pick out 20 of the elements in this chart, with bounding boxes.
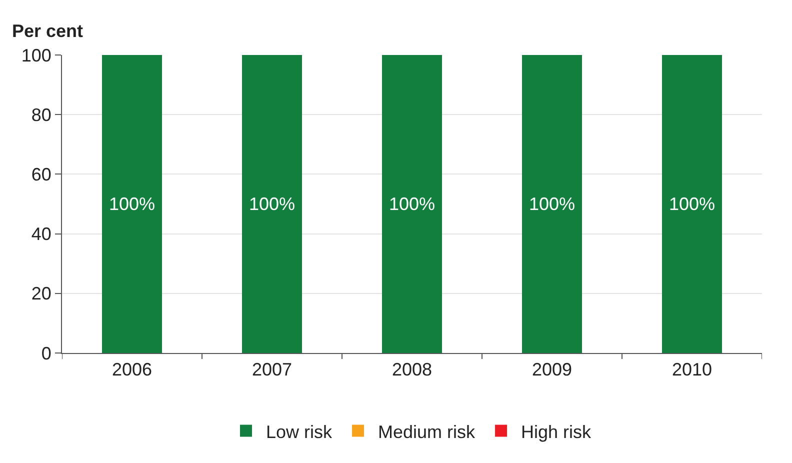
data-label: 100% xyxy=(528,194,576,214)
legend-label: High risk xyxy=(521,422,592,442)
x-tick-label: 2008 xyxy=(392,360,432,380)
legend-label: Medium risk xyxy=(378,422,476,442)
data-label: 100% xyxy=(668,194,716,214)
data-label: 100% xyxy=(248,194,296,214)
y-tick-label: 100 xyxy=(21,45,52,66)
x-tick-label: 2006 xyxy=(112,360,152,380)
y-tick-label: 0 xyxy=(41,343,52,364)
legend-label: Low risk xyxy=(266,422,334,442)
y-tick-label: 40 xyxy=(31,224,52,244)
x-tick-label: 2009 xyxy=(532,360,572,380)
y-tick-label: 80 xyxy=(31,104,52,125)
y-tick-label: 60 xyxy=(31,164,52,184)
x-tick-label: 2010 xyxy=(672,360,712,380)
x-tick-label: 2007 xyxy=(252,360,292,380)
data-label: 100% xyxy=(388,194,436,214)
y-tick-label: 20 xyxy=(31,284,52,304)
y-axis-title: Per cent xyxy=(12,21,84,41)
data-label: 100% xyxy=(108,194,156,214)
